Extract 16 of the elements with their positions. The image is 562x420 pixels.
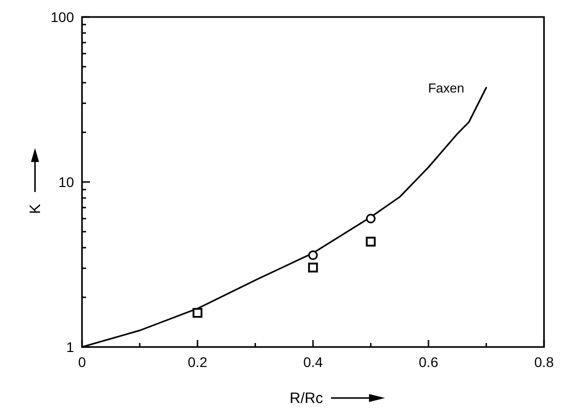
y-tick-label: 1 (66, 339, 74, 355)
series-label: Faxen (428, 80, 464, 96)
y-axis-title: K (27, 204, 44, 214)
point (192, 308, 202, 318)
y-tick-label: 10 (58, 174, 74, 190)
x-axis-title: R/Rc (290, 390, 324, 407)
point (366, 236, 376, 247)
x-tick-label: 0.6 (418, 354, 438, 370)
point (366, 214, 376, 224)
x-tick-label: 0.8 (534, 354, 554, 370)
x-tick-label: 0 (78, 354, 86, 370)
point (308, 262, 318, 272)
point (308, 250, 318, 260)
y-tick-label: 100 (50, 9, 74, 25)
x-tick-label: 0.2 (188, 354, 208, 370)
x-tick-label: 0.4 (303, 354, 323, 370)
